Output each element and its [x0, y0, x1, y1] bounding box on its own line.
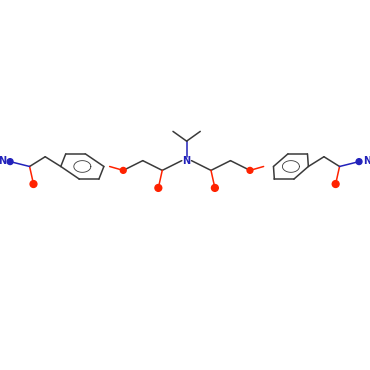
Circle shape	[30, 181, 37, 188]
Circle shape	[247, 168, 253, 173]
Text: N: N	[363, 156, 370, 166]
Text: N: N	[182, 156, 191, 166]
Circle shape	[120, 168, 126, 173]
Circle shape	[155, 185, 162, 191]
Circle shape	[356, 159, 362, 165]
Circle shape	[212, 185, 218, 191]
Circle shape	[332, 181, 339, 188]
Text: N: N	[0, 156, 6, 166]
Circle shape	[7, 159, 13, 165]
